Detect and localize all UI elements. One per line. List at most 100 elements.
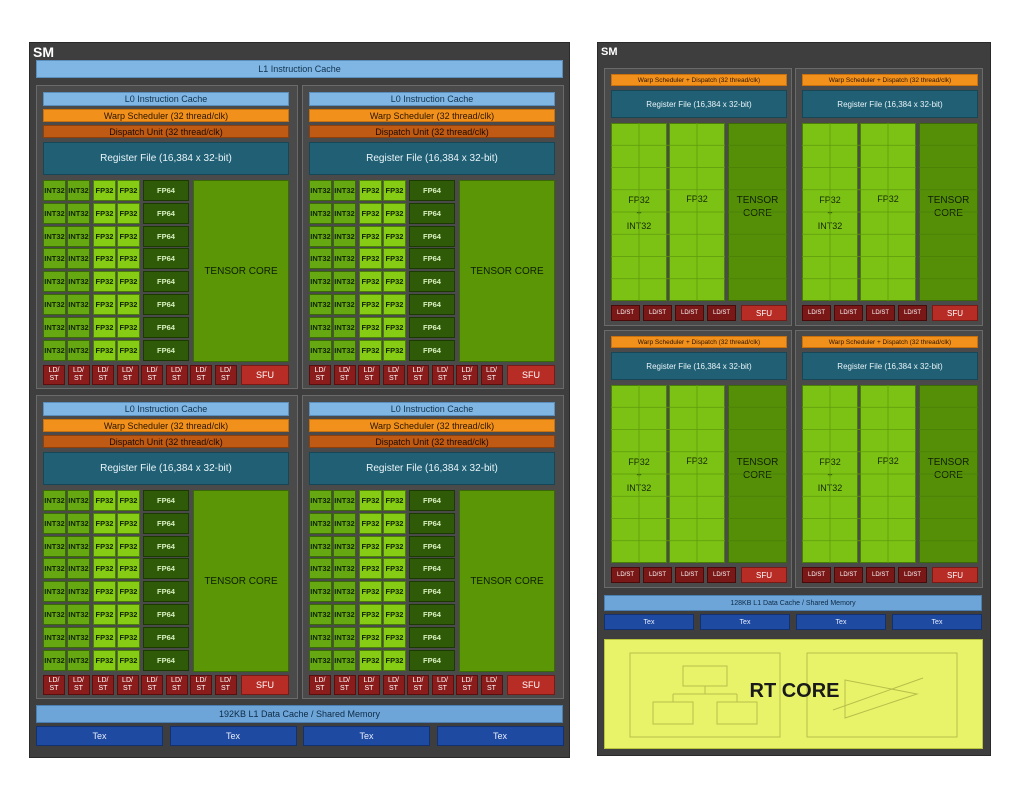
ldst-unit: LD/ST [358, 675, 380, 695]
warp-scheduler: Warp Scheduler (32 thread/clk) [43, 419, 289, 432]
fp32-int32-cores: FP32 + INT32 [611, 385, 667, 563]
ldst-unit: LD/ST [214, 675, 237, 695]
fp64-core: FP64 [143, 626, 189, 648]
int32-core: INT32 [43, 248, 66, 270]
tensor-core: TENSOR CORE [193, 180, 289, 362]
ldst-label: ST [123, 685, 132, 692]
register-file: Register File (16,384 x 32-bit) [611, 352, 787, 380]
fp64-core: FP64 [409, 225, 455, 247]
ldst-label: LD/ [171, 677, 182, 684]
fp32-core: FP32 [117, 271, 140, 293]
ldst-label: ST [340, 375, 349, 382]
fp32-core: FP32 [117, 248, 140, 270]
int32-core: INT32 [309, 512, 332, 534]
tensor-core: TENSOR CORE [193, 490, 289, 672]
fp32-core: FP32 [93, 581, 116, 603]
fp64-core: FP64 [409, 294, 455, 315]
ldst-label: LD/ [122, 677, 133, 684]
int32-core: INT32 [67, 316, 90, 338]
turing-processing-block: Warp Scheduler + Dispatch (32 thread/clk… [604, 330, 792, 588]
warp-scheduler-dispatch: Warp Scheduler + Dispatch (32 thread/clk… [802, 336, 978, 348]
l0-instruction-cache: L0 Instruction Cache [309, 92, 555, 106]
int32-core: INT32 [309, 180, 332, 201]
int32-core: INT32 [309, 581, 332, 603]
register-file: Register File (16,384 x 32-bit) [43, 452, 289, 485]
ldst-label: ST [221, 375, 230, 382]
ldst-label: ST [438, 685, 447, 692]
fp64-core: FP64 [143, 558, 189, 580]
fp32-core: FP32 [359, 339, 382, 361]
tensor-label-2: CORE [934, 208, 963, 219]
fp32-core: FP32 [359, 202, 382, 224]
sfu-unit: SFU [241, 365, 289, 385]
fp32-core: FP32 [359, 581, 382, 603]
ldst-label: ST [147, 685, 157, 692]
fp32-core: FP32 [383, 248, 406, 270]
rt-core-diagram [629, 652, 958, 738]
register-file: Register File (16,384 x 32-bit) [309, 142, 555, 175]
fp32-core: FP32 [93, 316, 116, 338]
tensor-core: TENSOR CORE [459, 180, 555, 362]
tex-unit: Tex [36, 726, 163, 746]
int32-core: INT32 [309, 316, 332, 338]
ldst-label: ST [221, 685, 230, 692]
int32-core: INT32 [67, 604, 90, 625]
ldst-label: LD/ [314, 367, 326, 374]
fp32-core: FP32 [93, 180, 116, 201]
rt-core: RT CORE [604, 639, 983, 749]
fp32-core: FP32 [383, 271, 406, 293]
fp32-core: FP32 [117, 512, 140, 534]
fp64-core: FP64 [409, 626, 455, 648]
fp32-core: FP32 [117, 490, 140, 511]
fp32-core: FP32 [93, 339, 116, 361]
fp64-core: FP64 [409, 604, 455, 625]
ldst-label: ST [364, 685, 374, 692]
fp32-core: FP32 [383, 294, 406, 315]
fp64-core: FP64 [143, 225, 189, 247]
ldst-label: LD/ [220, 367, 231, 374]
volta-processing-block: L0 Instruction Cache Warp Scheduler (32 t… [36, 85, 298, 389]
ldst-unit: LD/ST [480, 675, 503, 695]
ldst-unit: LD/ST [407, 365, 429, 385]
int32-core: INT32 [309, 294, 332, 315]
fp32-core: FP32 [93, 294, 116, 315]
fp64-core: FP64 [409, 316, 455, 338]
register-file: Register File (16,384 x 32-bit) [802, 352, 978, 380]
ldst-unit: LD/ST [333, 675, 356, 695]
ldst-unit: LD/ST [141, 675, 163, 695]
volta-sm-title: SM [33, 44, 54, 60]
tensor-label-1: TENSOR [736, 195, 779, 206]
fp32-core: FP32 [359, 316, 382, 338]
fp32-core: FP32 [93, 626, 116, 648]
ldst-label: LD/ [314, 677, 326, 684]
ldst-unit: LD/ST [643, 305, 672, 321]
fp64-core: FP64 [143, 180, 189, 201]
fp32-core: FP32 [383, 558, 406, 580]
ldst-label: ST [315, 685, 325, 692]
ldst-label: LD/ [220, 677, 231, 684]
fp32-core: FP32 [117, 202, 140, 224]
fp32-core: FP32 [383, 604, 406, 625]
int32-core: INT32 [309, 558, 332, 580]
ldst-label: ST [172, 375, 181, 382]
fp32-core: FP32 [359, 271, 382, 293]
register-file: Register File (16,384 x 32-bit) [43, 142, 289, 175]
ldst-unit: LD/ST [309, 675, 331, 695]
warp-scheduler: Warp Scheduler (32 thread/clk) [309, 109, 555, 122]
ldst-label: ST [74, 685, 83, 692]
int32-core: INT32 [333, 535, 356, 557]
int32-core: INT32 [43, 180, 66, 201]
int32-core: INT32 [333, 225, 356, 247]
fp64-core: FP64 [409, 271, 455, 293]
fp64-core: FP64 [143, 604, 189, 625]
ldst-label: LD/ [486, 367, 497, 374]
ldst-label: LD/ [363, 677, 375, 684]
tensor-core: TENSOR CORE [919, 385, 978, 563]
int32-core: INT32 [67, 535, 90, 557]
fp32-int32-cores: FP32 + INT32 [802, 123, 858, 301]
ldst-label: ST [315, 375, 325, 382]
fp64-core: FP64 [409, 180, 455, 201]
ldst-unit: LD/ST [707, 567, 736, 583]
register-file: Register File (16,384 x 32-bit) [309, 452, 555, 485]
fp32-core: FP32 [93, 604, 116, 625]
